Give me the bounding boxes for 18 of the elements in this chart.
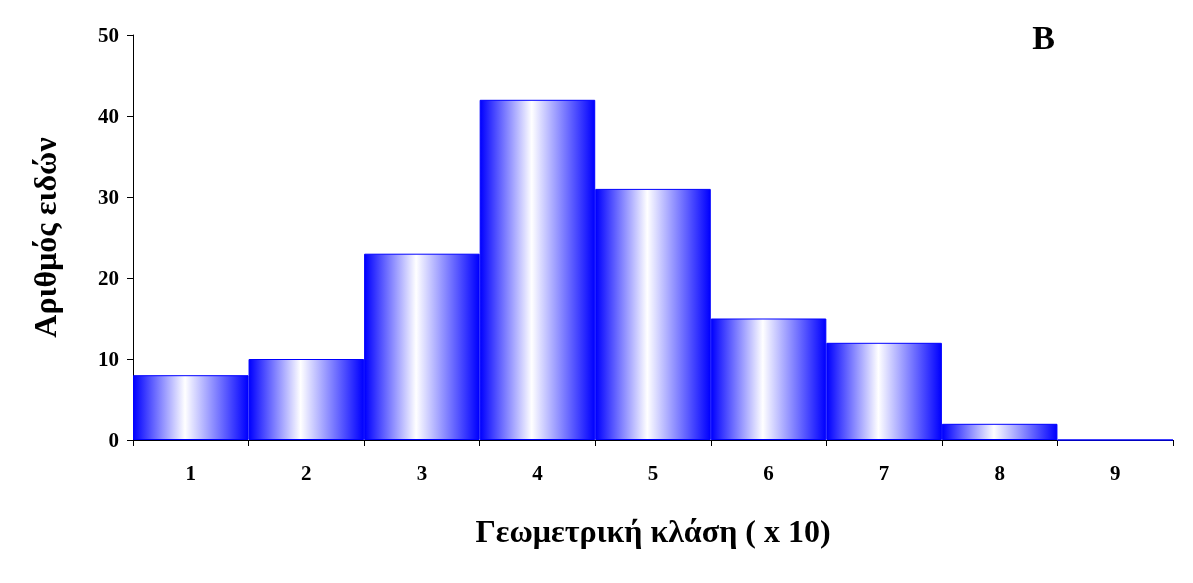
x-tick-label: 2 xyxy=(301,460,312,485)
y-tick-label: 30 xyxy=(98,185,119,209)
x-tick-label: 1 xyxy=(185,460,197,485)
y-axis-title: Αριθμός ειδών xyxy=(27,137,63,338)
x-tick-label: 7 xyxy=(878,460,890,485)
x-tick-label: 5 xyxy=(647,460,659,485)
y-tick-label: 10 xyxy=(98,347,119,371)
x-tick-label: 6 xyxy=(763,460,774,485)
annotation: B xyxy=(1032,18,1056,56)
x-tick-label: 3 xyxy=(416,460,428,485)
x-tick-label: 4 xyxy=(532,460,544,485)
y-tick-label: 0 xyxy=(108,428,119,452)
y-tick-label: 20 xyxy=(98,266,119,290)
x-tick-label: 9 xyxy=(1109,460,1121,485)
x-axis-title: Γεωμετρική κλάση ( x 10) xyxy=(475,513,831,549)
y-tick-label: 40 xyxy=(98,104,119,128)
x-tick-label: 8 xyxy=(994,460,1005,485)
y-tick-label: 50 xyxy=(98,23,119,47)
